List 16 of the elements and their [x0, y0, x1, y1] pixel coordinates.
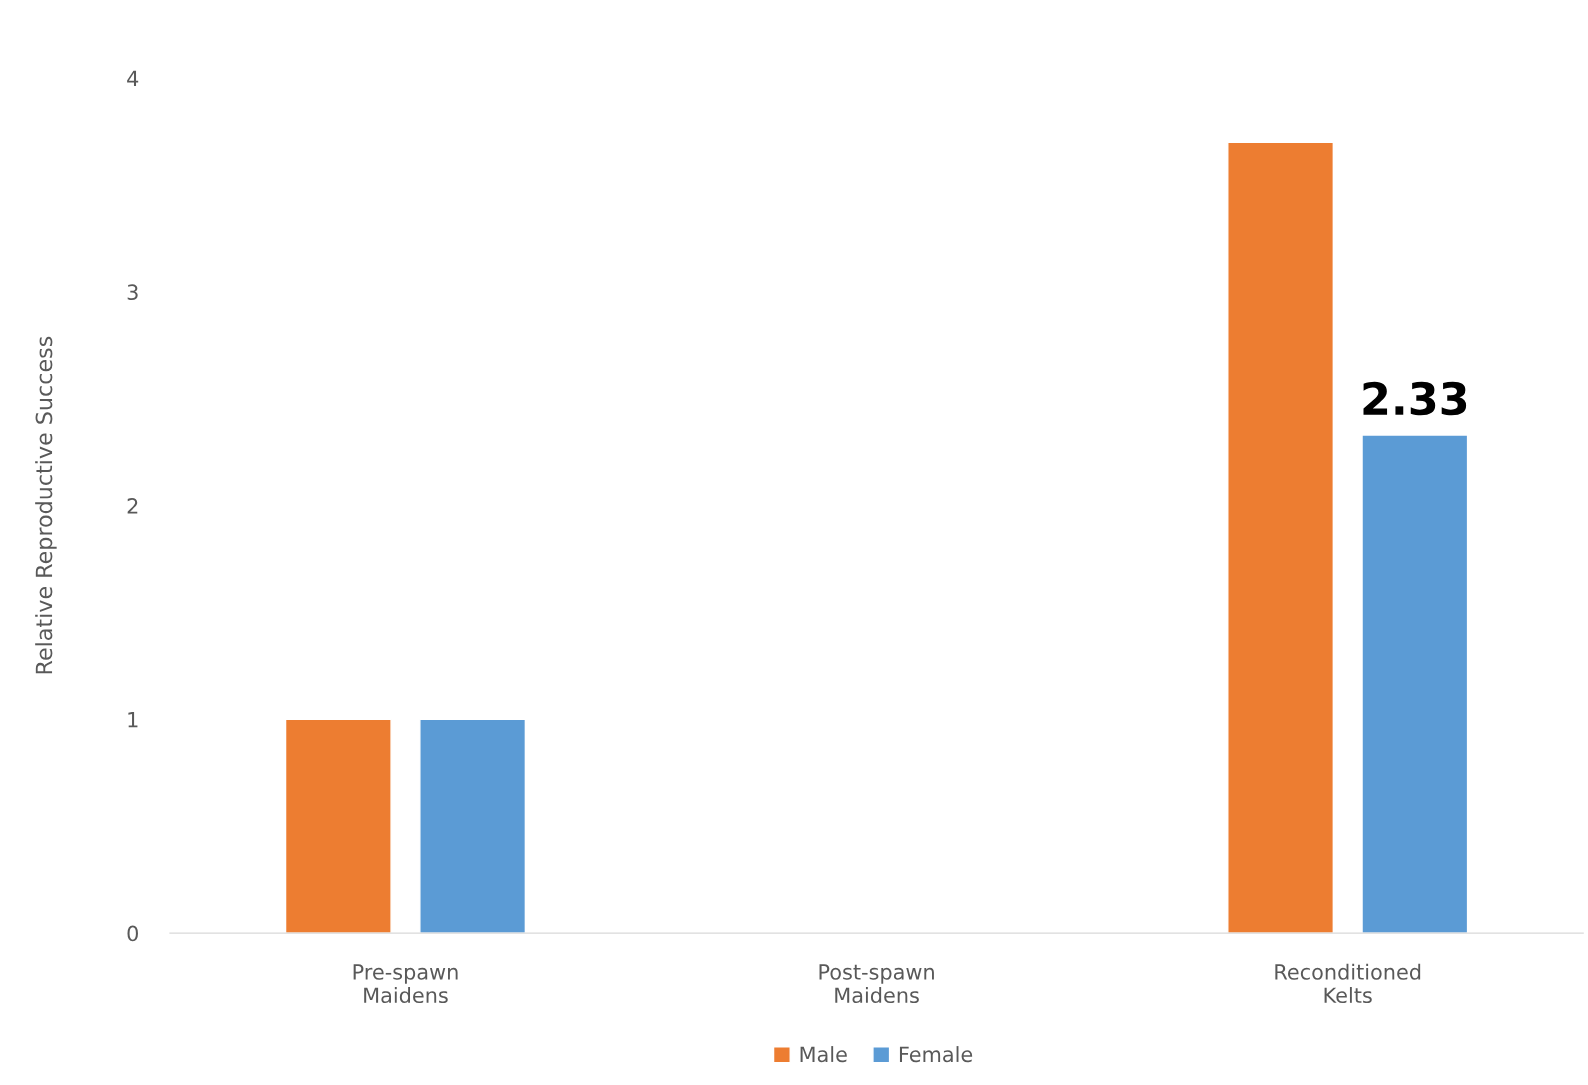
legend-label: Female	[899, 1046, 973, 1063]
bar	[284, 718, 392, 934]
bar	[1227, 141, 1335, 934]
x-tick-label: Reconditioned Kelts	[1275, 963, 1421, 1004]
x-tick-label: Pre-spawn Maidens	[353, 964, 458, 1004]
legend-label: Male	[800, 1046, 847, 1063]
data-label: 2.33	[1363, 381, 1467, 416]
x-tick-label: Post-spawn Maidens	[819, 964, 934, 1004]
y-tick-label: 1	[128, 712, 138, 728]
bar	[1361, 434, 1469, 934]
y-tick-label: 4	[127, 70, 139, 87]
y-tick-label: 2	[127, 498, 138, 514]
y-axis-title: Relative Reproductive Success	[35, 336, 57, 674]
y-tick-label: 3	[127, 284, 138, 301]
bar	[419, 718, 527, 934]
y-tick-label: 0	[127, 925, 138, 942]
